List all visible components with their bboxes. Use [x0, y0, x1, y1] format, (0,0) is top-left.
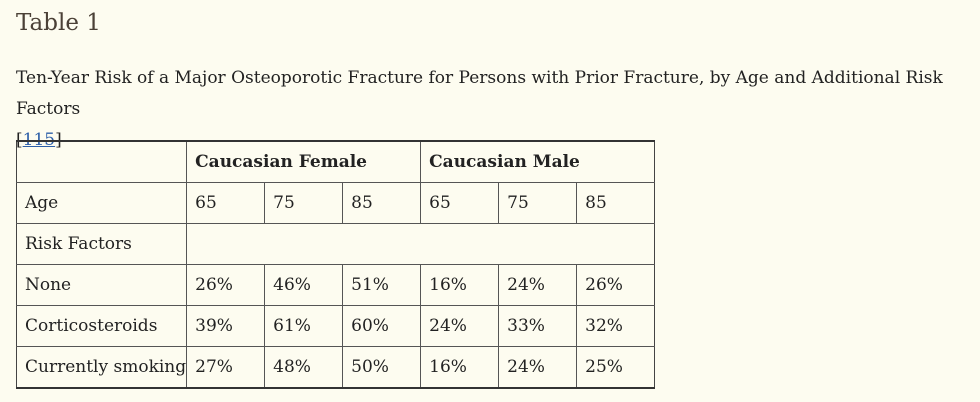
age-cell: 85: [342, 182, 422, 224]
table-row: None 26% 46% 51% 16% 24% 26%: [15, 264, 656, 306]
value-cell: 24%: [498, 346, 578, 389]
age-cell: 65: [420, 182, 500, 224]
value-cell: 61%: [264, 305, 344, 347]
ref-bracket-open: [: [16, 130, 23, 150]
value-cell: 46%: [264, 264, 344, 306]
risk-factors-row: Risk Factors: [15, 223, 656, 265]
value-cell: 60%: [342, 305, 422, 347]
value-cell: 51%: [342, 264, 422, 306]
row-label: Corticosteroids: [15, 305, 188, 347]
row-label: Risk Factors: [15, 223, 188, 265]
value-cell: 26%: [576, 264, 656, 306]
row-label: Age: [15, 182, 188, 224]
caption-text: Ten-Year Risk of a Major Osteoporotic Fr…: [16, 68, 943, 119]
table-row: Currently smoking 27% 48% 50% 16% 24% 25…: [15, 346, 656, 389]
value-cell: 16%: [420, 346, 500, 389]
value-cell: 25%: [576, 346, 656, 389]
age-cell: 75: [498, 182, 578, 224]
row-label: Currently smoking: [15, 346, 188, 389]
value-cell: 33%: [498, 305, 578, 347]
value-cell: 24%: [420, 305, 500, 347]
value-cell: 24%: [498, 264, 578, 306]
ref-bracket-close: ]: [55, 130, 62, 150]
age-cell: 85: [576, 182, 656, 224]
value-cell: 48%: [264, 346, 344, 389]
empty-header-cell: [15, 140, 188, 183]
value-cell: 50%: [342, 346, 422, 389]
risk-table: Caucasian Female Caucasian Male Age 65 7…: [15, 140, 656, 389]
value-cell: 39%: [186, 305, 266, 347]
group-header-female: Caucasian Female: [186, 140, 422, 183]
empty-span-cell: [186, 223, 656, 265]
value-cell: 27%: [186, 346, 266, 389]
table-row: Corticosteroids 39% 61% 60% 24% 33% 32%: [15, 305, 656, 347]
age-cell: 65: [186, 182, 266, 224]
table-title: Table 1: [16, 10, 101, 36]
age-row: Age 65 75 85 65 75 85: [15, 182, 656, 224]
value-cell: 32%: [576, 305, 656, 347]
value-cell: 26%: [186, 264, 266, 306]
group-header-male: Caucasian Male: [420, 140, 656, 183]
row-label: None: [15, 264, 188, 306]
group-header-row: Caucasian Female Caucasian Male: [15, 140, 656, 183]
age-cell: 75: [264, 182, 344, 224]
value-cell: 16%: [420, 264, 500, 306]
